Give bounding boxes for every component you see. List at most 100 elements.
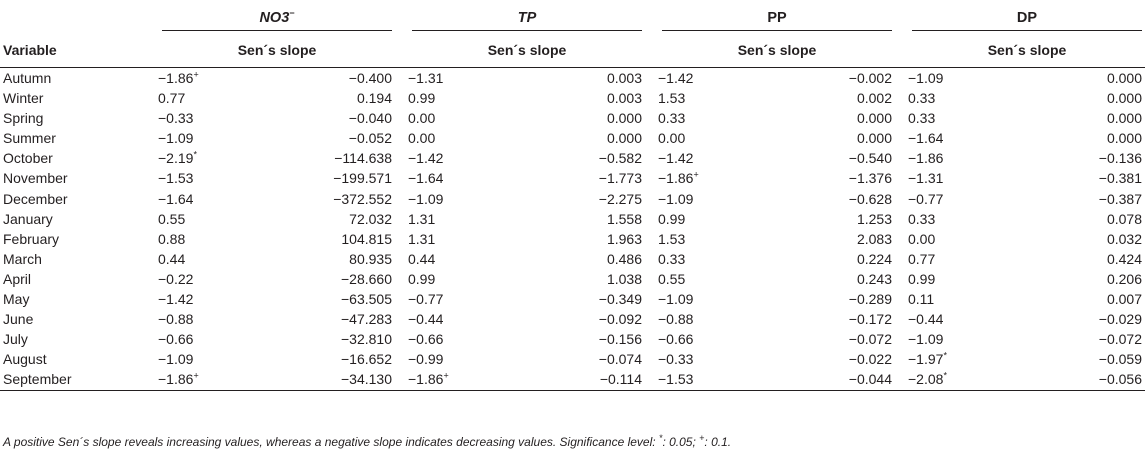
- sens-slope-table: NO3− TP PP DP Variable Sen´s slope Sen´s…: [0, 0, 1145, 391]
- table-cell: −1.09: [408, 190, 444, 207]
- row-label: August: [3, 351, 47, 368]
- table-cell: 0.00: [408, 110, 436, 127]
- table-cell: 0.224: [856, 250, 892, 267]
- table-cell: −1.86+: [158, 69, 199, 86]
- table-cell: −1.64: [408, 170, 444, 187]
- table-cell: −1.09: [658, 190, 694, 207]
- table-cell: 0.77: [158, 90, 186, 107]
- table-row: Winter 0.77 0.194 0.99 0.003 1.53 0.002 0.33 0.0…: [0, 88, 1145, 108]
- table-cell: −114.638: [334, 150, 392, 167]
- table-cell: 0.55: [658, 270, 686, 287]
- table-cell: −0.88: [658, 311, 694, 328]
- table-cell: 1.558: [606, 210, 642, 227]
- table-cell: 1.31: [408, 230, 436, 247]
- table-cell: 0.206: [1106, 270, 1142, 287]
- table-cell: −0.349: [598, 291, 642, 308]
- table-cell: −1.86: [908, 150, 944, 167]
- sub-header-tp: Sen´s slope: [402, 33, 652, 68]
- table-row: August −1.09 −16.652 −0.99 −0.074 −0.33 −0.022…: [0, 349, 1145, 369]
- sub-header-no3: Sen´s slope: [152, 33, 402, 68]
- table-cell: −1.42: [158, 291, 194, 308]
- header-blank: [0, 0, 152, 33]
- table-cell: 0.44: [158, 250, 186, 267]
- table-cell: 0.032: [1106, 230, 1142, 247]
- table-footnote: A positive Sen´s slope reveals increasin…: [3, 433, 732, 450]
- group-header-tp: TP: [402, 0, 652, 33]
- table-cell: 2.083: [856, 230, 892, 247]
- table-cell: 1.253: [856, 210, 892, 227]
- table-cell: −1.09: [908, 70, 944, 86]
- table-cell: −0.052: [348, 130, 392, 147]
- table-cell: 0.99: [908, 270, 936, 287]
- table-cell: 0.99: [408, 90, 436, 107]
- table-cell: −2.275: [598, 190, 642, 207]
- table-cell: 0.424: [1106, 250, 1142, 267]
- table-cell: −0.044: [777, 369, 902, 391]
- table-cell: −0.582: [598, 150, 642, 167]
- table-cell: −1.86+: [402, 369, 527, 391]
- table-cell: −1.97*: [908, 350, 947, 368]
- table-cell: 72.032: [349, 210, 392, 227]
- table-cell: −0.072: [1098, 331, 1142, 348]
- table-cell: 0.194: [356, 90, 392, 107]
- table-cell: −2.19*: [158, 149, 197, 167]
- sub-header-row: Variable Sen´s slope Sen´s slope Sen´s s…: [0, 33, 1145, 68]
- table-cell: 1.963: [606, 230, 642, 247]
- table-row: March 0.44 80.935 0.44 0.486 0.33 0.224 0.77 0.4…: [0, 249, 1145, 269]
- table-cell: 1.53: [658, 230, 686, 247]
- table-cell: −0.136: [1098, 150, 1142, 167]
- table-cell: 0.000: [856, 110, 892, 127]
- table-cell: −0.022: [848, 351, 892, 368]
- table-cell: −1.09: [658, 291, 694, 308]
- row-label: March: [3, 250, 42, 267]
- group-header-dp: DP: [902, 0, 1145, 33]
- table-cell: −1.64: [908, 130, 944, 147]
- sub-header-pp: Sen´s slope: [652, 33, 902, 68]
- table-cell: −1.86+: [152, 369, 277, 391]
- group-header-row: NO3− TP PP DP: [0, 0, 1145, 33]
- table-cell: −1.53: [158, 170, 194, 187]
- table-cell: 0.00: [408, 130, 436, 147]
- table-row: January 0.55 72.032 1.31 1.558 0.99 1.253 0.33 0…: [0, 209, 1145, 229]
- table-cell: −0.628: [848, 190, 892, 207]
- group-header-no3: NO3−: [152, 0, 402, 33]
- table-cell: −1.09: [158, 351, 194, 368]
- table-cell: −0.77: [908, 190, 944, 207]
- table-cell: 0.11: [908, 291, 935, 308]
- table-cell: −1.31: [908, 170, 944, 187]
- table-cell: −0.66: [408, 331, 444, 348]
- table-cell: 0.77: [908, 250, 936, 267]
- table-cell: 0.002: [856, 90, 892, 107]
- table-cell: −1.09: [158, 130, 194, 147]
- table-cell: −0.040: [348, 110, 392, 127]
- table-cell: −0.22: [158, 270, 194, 287]
- row-label: November: [3, 170, 68, 187]
- row-label: May: [3, 291, 30, 308]
- table-cell: 0.00: [658, 130, 686, 147]
- row-label: Winter: [3, 90, 44, 107]
- table-cell: −0.400: [348, 70, 392, 86]
- table-cell: 0.000: [606, 130, 642, 147]
- table-row: April −0.22 −28.660 0.99 1.038 0.55 0.243 0.99 0…: [0, 269, 1145, 289]
- table-cell: 0.44: [408, 250, 436, 267]
- table-cell: −1.09: [908, 331, 944, 348]
- table-cell: −0.029: [1098, 311, 1142, 328]
- table-cell: −0.072: [848, 331, 892, 348]
- table-cell: −0.33: [658, 351, 694, 368]
- table-cell: −1.53: [652, 369, 777, 391]
- table-cell: −63.505: [341, 291, 392, 308]
- table-cell: −1.31: [408, 70, 444, 86]
- table-cell: −0.074: [598, 351, 642, 368]
- table-cell: 0.243: [856, 270, 892, 287]
- row-label: Spring: [3, 110, 44, 127]
- table-cell: 0.000: [1106, 110, 1142, 127]
- table-cell: −0.33: [158, 110, 194, 127]
- table-cell: 0.486: [606, 250, 642, 267]
- table-cell: −0.059: [1098, 351, 1142, 368]
- row-label: September: [0, 369, 152, 391]
- table-row: December −1.64 −372.552 −1.09 −2.275 −1.09 −0.…: [0, 189, 1145, 209]
- table-cell: 0.88: [158, 230, 186, 247]
- table-cell: −0.172: [848, 311, 892, 328]
- table-cell: −0.381: [1098, 170, 1142, 187]
- table-cell: −0.114: [527, 369, 652, 391]
